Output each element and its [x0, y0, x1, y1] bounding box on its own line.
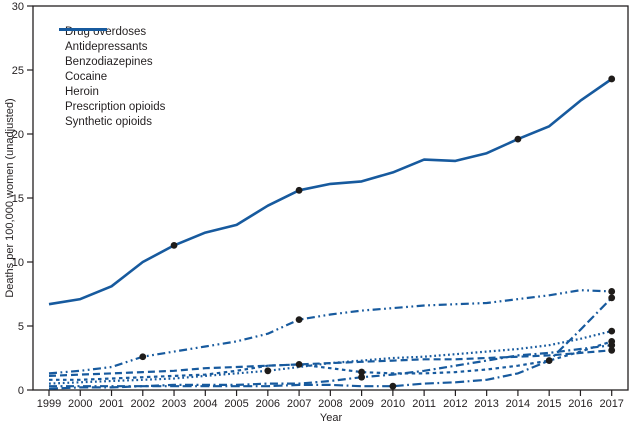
y-tick-label: 20: [12, 129, 24, 141]
x-tick-label: 2017: [599, 398, 623, 410]
joinpoint-marker-prescription-opioids-2007: [295, 316, 303, 323]
joinpoint-marker-antidepressants-2017: [608, 346, 616, 354]
joinpoint-marker-prescription-opioids-2002: [139, 353, 147, 361]
series-line-benzodiazepines: [48, 330, 612, 385]
joinpoint-marker-synthetic-opioids-2010: [389, 382, 397, 390]
x-axis-title: Year: [319, 412, 343, 424]
legend-label-heroin: Heroin: [65, 86, 99, 98]
series-line-synthetic-opioids: [48, 297, 613, 390]
series-line-prescription-opioids: [48, 289, 612, 375]
joinpoint-marker-heroin-2009: [358, 373, 366, 381]
joinpoint-marker-prescription-opioids-2017: [608, 288, 616, 295]
joinpoint-marker-drug-overdoses-2014: [514, 135, 522, 143]
x-tick-label: 2006: [256, 398, 280, 410]
joinpoint-marker-synthetic-opioids-2017: [608, 294, 616, 302]
legend-item-antidepressants: Antidepressants: [57, 28, 165, 55]
x-tick-label: 1999: [37, 398, 61, 410]
joinpoint-marker-benzodiazepines-2017: [608, 327, 616, 335]
joinpoint-marker-benzodiazepines-2006: [264, 367, 272, 375]
x-tick-label: 2010: [381, 398, 405, 410]
y-tick-label: 0: [18, 385, 24, 397]
y-tick-label: 30: [12, 1, 24, 13]
legend: Drug overdoses Antidepressants Benzodiazep…: [57, 25, 165, 130]
y-tick-label: 5: [18, 321, 24, 333]
x-tick-label: 2001: [99, 398, 123, 410]
joinpoint-marker-cocaine-2009: [358, 368, 366, 376]
legend-item-prescription-opioids: Prescription opioids: [57, 28, 166, 115]
y-tick-label: 25: [12, 65, 24, 77]
legend-item-benzodiazepines: Benzodiazepines: [57, 28, 165, 70]
legend-line-sample-synthetic-opioids: [59, 28, 107, 31]
x-tick-label: 2004: [193, 398, 217, 410]
legend-label-cocaine: Cocaine: [65, 71, 108, 83]
joinpoint-marker-drug-overdoses-2007: [295, 186, 303, 194]
x-tick-label: 2014: [506, 398, 530, 410]
joinpoint-marker-synthetic-opioids-2015: [545, 357, 553, 364]
legend-item-heroin: Heroin: [57, 28, 165, 100]
x-tick-label: 2016: [568, 398, 592, 410]
joinpoint-marker-heroin-2017: [608, 341, 616, 349]
x-tick-label: 2011: [412, 398, 436, 410]
x-tick-label: 2007: [287, 398, 311, 410]
legend-item-cocaine: Cocaine: [57, 28, 165, 85]
x-tick-label: 2008: [318, 398, 342, 410]
x-tick-label: 2005: [224, 398, 248, 410]
x-tick-label: 2013: [474, 398, 498, 410]
legend-item-synthetic-opioids: Synthetic opioids: [57, 28, 165, 130]
joinpoint-marker-drug-overdoses-2003: [170, 241, 178, 249]
y-axis-title: Deaths per 100,000 women (unadjusted): [4, 98, 16, 298]
legend-label-prescription-opioids: Prescription opioids: [65, 101, 166, 113]
x-tick-label: 2003: [162, 398, 186, 410]
y-tick-label: 10: [12, 257, 24, 269]
joinpoint-marker-drug-overdoses-2017: [608, 75, 616, 83]
x-tick-label: 2012: [443, 398, 467, 410]
x-tick-label: 2000: [68, 398, 92, 410]
joinpoint-marker-cocaine-2007: [295, 361, 303, 368]
series-line-heroin: [49, 344, 612, 388]
legend-label-benzodiazepines: Benzodiazepines: [65, 56, 153, 68]
x-tick-label: 2015: [537, 398, 561, 410]
series-line-cocaine: [49, 340, 613, 381]
legend-label-synthetic-opioids: Synthetic opioids: [65, 116, 152, 128]
x-tick-label: 2002: [131, 398, 155, 410]
x-tick-label: 2009: [349, 398, 373, 410]
legend-label-antidepressants: Antidepressants: [65, 41, 148, 53]
y-tick-label: 15: [12, 193, 24, 205]
